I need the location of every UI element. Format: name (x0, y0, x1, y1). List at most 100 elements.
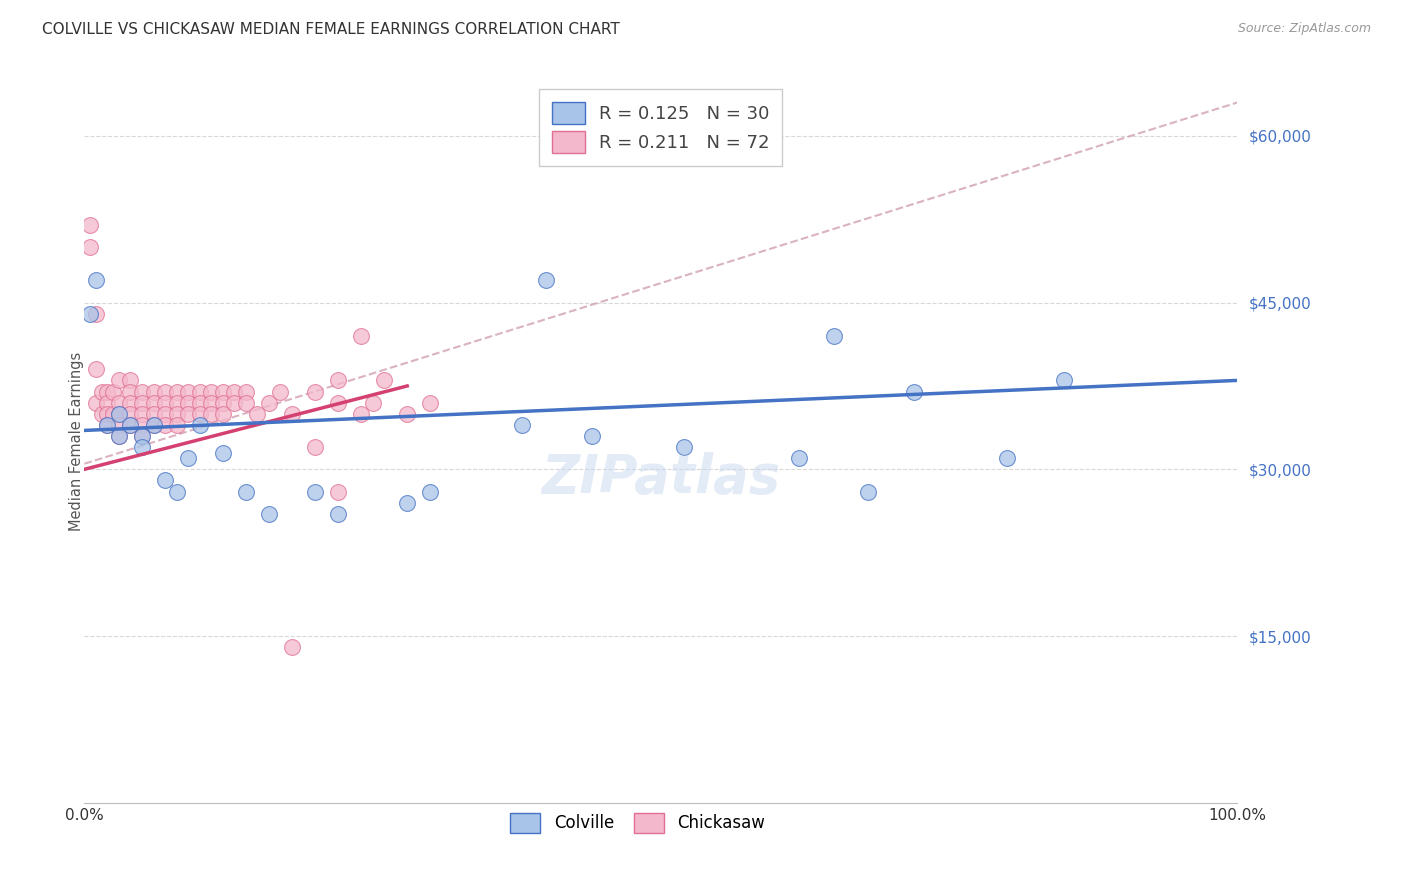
Point (84, 362, 107, 376)
Point (396, 407, 419, 421)
Point (246, 407, 269, 421)
Point (304, 484, 326, 499)
Point (90, 384, 112, 399)
Point (188, 417, 211, 432)
Point (108, 429, 131, 443)
Point (79, 240, 101, 254)
Point (177, 407, 200, 421)
Point (153, 407, 176, 421)
Point (120, 395, 142, 409)
Point (257, 395, 280, 409)
Point (350, 329, 373, 343)
Point (153, 384, 176, 399)
Point (166, 407, 188, 421)
Point (120, 373, 142, 387)
Point (96, 384, 118, 399)
Point (396, 496, 419, 510)
Point (120, 417, 142, 432)
Point (131, 417, 153, 432)
Point (142, 384, 165, 399)
Point (581, 429, 603, 443)
Point (512, 417, 534, 432)
Point (84, 307, 107, 321)
Text: Source: ZipAtlas.com: Source: ZipAtlas.com (1237, 22, 1371, 36)
Point (304, 384, 326, 399)
Point (131, 407, 153, 421)
Point (200, 384, 222, 399)
Point (177, 451, 200, 466)
Point (120, 407, 142, 421)
Point (131, 395, 153, 409)
Point (281, 640, 304, 655)
Point (153, 417, 176, 432)
Point (108, 429, 131, 443)
Point (419, 484, 441, 499)
Point (188, 407, 211, 421)
Point (120, 417, 142, 432)
Point (224, 384, 246, 399)
Point (96, 417, 118, 432)
Point (235, 384, 257, 399)
Point (79, 307, 101, 321)
Point (304, 440, 326, 454)
Point (96, 407, 118, 421)
Point (103, 384, 124, 399)
Point (166, 417, 188, 432)
Point (84, 273, 107, 287)
Point (108, 373, 131, 387)
Point (188, 384, 211, 399)
Point (188, 395, 211, 409)
Point (131, 384, 153, 399)
Point (131, 429, 153, 443)
Point (224, 395, 246, 409)
Point (419, 395, 441, 409)
Point (1053, 373, 1076, 387)
Point (142, 407, 165, 421)
Point (79, 218, 101, 232)
Point (269, 384, 291, 399)
Point (858, 484, 880, 499)
Point (108, 417, 131, 432)
Point (787, 451, 810, 466)
Point (211, 384, 233, 399)
Point (257, 507, 280, 521)
Point (96, 417, 118, 432)
Point (166, 484, 188, 499)
Point (211, 395, 233, 409)
Point (153, 474, 176, 488)
Point (131, 440, 153, 454)
Point (672, 440, 695, 454)
Point (96, 395, 118, 409)
Point (211, 445, 233, 459)
Point (108, 407, 131, 421)
Point (166, 384, 188, 399)
Point (326, 373, 349, 387)
Point (177, 395, 200, 409)
Point (211, 407, 233, 421)
Point (177, 384, 200, 399)
Text: COLVILLE VS CHICKASAW MEDIAN FEMALE EARNINGS CORRELATION CHART: COLVILLE VS CHICKASAW MEDIAN FEMALE EARN… (42, 22, 620, 37)
Point (235, 484, 257, 499)
Point (142, 417, 165, 432)
Point (326, 484, 349, 499)
Point (235, 395, 257, 409)
Point (108, 395, 131, 409)
Point (361, 395, 384, 409)
Point (326, 395, 349, 409)
Point (350, 407, 373, 421)
Point (90, 407, 112, 421)
Point (84, 395, 107, 409)
Point (108, 407, 131, 421)
Legend: Colville, Chickasaw: Colville, Chickasaw (502, 805, 773, 841)
Point (142, 395, 165, 409)
Point (281, 407, 304, 421)
Text: ZIPatlas: ZIPatlas (541, 451, 780, 504)
Point (995, 451, 1018, 466)
Point (326, 507, 349, 521)
Point (534, 273, 557, 287)
Point (200, 395, 222, 409)
Y-axis label: Median Female Earnings: Median Female Earnings (69, 352, 83, 531)
Point (200, 407, 222, 421)
Point (373, 373, 395, 387)
Point (153, 395, 176, 409)
